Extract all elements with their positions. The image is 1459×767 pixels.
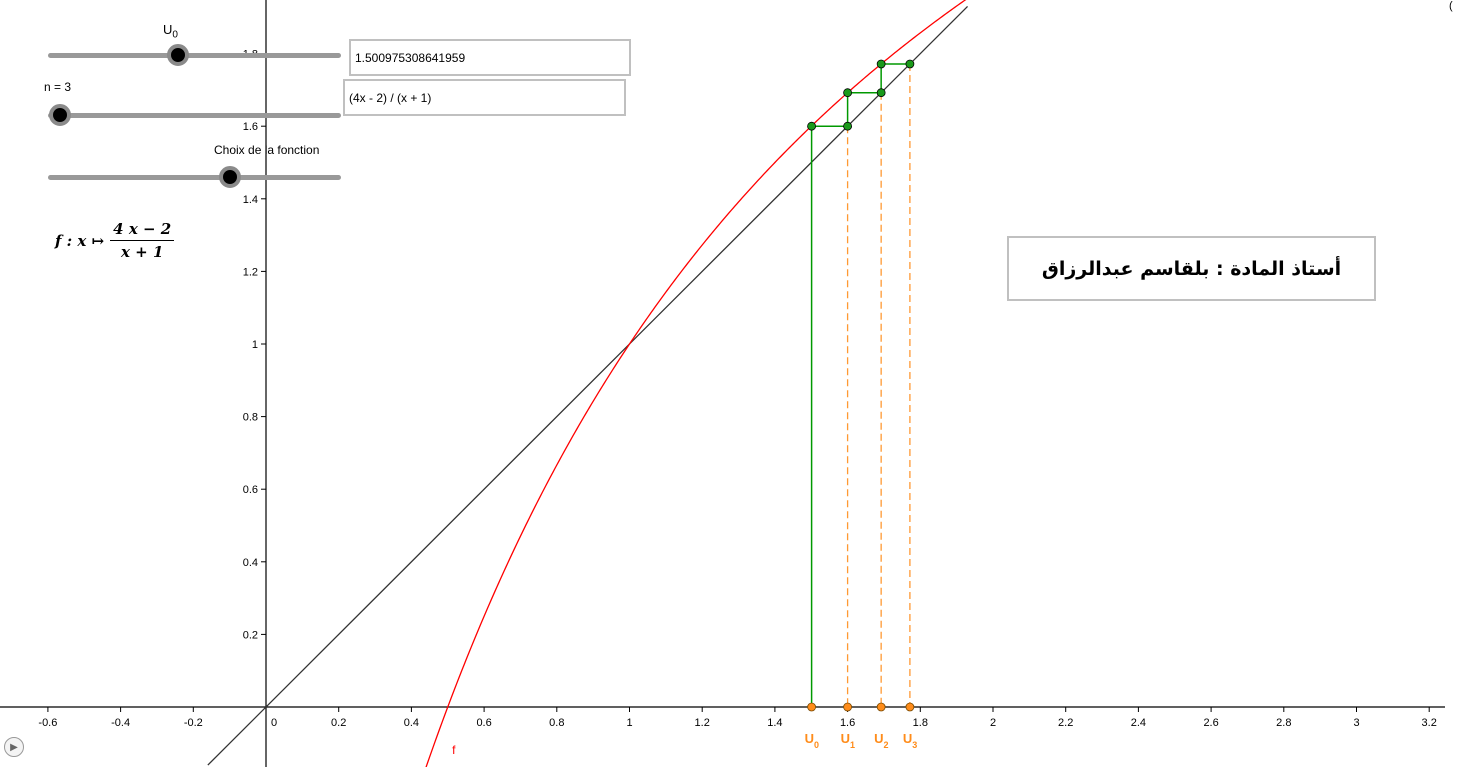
x-tick-label: 1.8: [913, 717, 928, 729]
y-tick-label: 1.2: [243, 266, 258, 278]
identity-line-path: [207, 5, 969, 766]
y-tick-label: 0.6: [243, 484, 258, 496]
sequence-label: U2: [874, 731, 888, 750]
curve-point: [807, 121, 817, 131]
x-tick-label: 3.2: [1422, 717, 1437, 729]
curve-point: [843, 88, 852, 98]
x-tick-label: 2.4: [1131, 717, 1146, 729]
y-tick-label: 0.8: [243, 412, 258, 424]
u0-slider-label: U0: [163, 22, 178, 41]
formula-numerator: 4 x − 2: [110, 220, 175, 241]
u0-input-field[interactable]: 1.500975308641959: [349, 39, 631, 76]
y-tick-label: 0.2: [243, 629, 258, 641]
x-tick-label: 1.6: [840, 717, 855, 729]
choice-slider-knob[interactable]: [219, 166, 241, 188]
function-formula: f : x ↦ 4 x − 2 x + 1: [55, 220, 175, 261]
diagonal-point: [905, 59, 915, 69]
cobweb-path: [810, 63, 910, 707]
y-axis-ticks: 0.20.40.60.811.21.41.61.8: [243, 49, 266, 641]
x-tick-label: 1: [626, 717, 632, 729]
projection-lines: [846, 63, 911, 707]
x-axis-ticks: -0.6 -0.4 -0.2 0 0.2 0.4 0.6 0.8 1 1.2 1.4 1.6 1.8 2 2…: [38, 707, 1437, 729]
function-name-label: f: [452, 743, 456, 757]
x-tick-label: 3: [1353, 717, 1359, 729]
sequence-axis-point: [807, 702, 817, 712]
function-input-field[interactable]: (4x - 2) / (x + 1): [343, 79, 626, 116]
x-tick-label: 0.8: [549, 717, 564, 729]
x-tick-label: 2.2: [1058, 717, 1073, 729]
u0-slider-track[interactable]: [48, 53, 341, 58]
u0-input-value: 1.500975308641959: [355, 50, 466, 65]
sequence-label: U1: [841, 731, 855, 750]
x-tick-label: 1.4: [767, 717, 782, 729]
x-tick-label: -0.6: [38, 717, 57, 729]
x-tick-label: 1.2: [695, 717, 710, 729]
formula-fraction: 4 x − 2 x + 1: [110, 220, 175, 261]
x-tick-label: 2.8: [1276, 717, 1291, 729]
x-tick-label: 0.6: [476, 717, 491, 729]
function-input-value: (4x - 2) / (x + 1): [349, 90, 432, 105]
play-icon: ▶: [10, 741, 18, 753]
choice-slider-track[interactable]: [48, 175, 341, 180]
curve-point: [876, 59, 886, 69]
diagonal-point: [843, 121, 852, 131]
y-tick-label: 1: [252, 339, 258, 351]
identity-line: [207, 5, 969, 766]
sequence-label: U3: [903, 731, 917, 750]
cobweb-points: [807, 59, 915, 131]
x-tick-label: 0.2: [331, 717, 346, 729]
y-tick-label: 1.4: [243, 194, 258, 206]
formula-denominator: x + 1: [121, 243, 164, 261]
x-tick-label: 2.6: [1203, 717, 1218, 729]
u0-label-sub: 0: [172, 29, 178, 41]
teacher-label-box: أستاذ المادة : بلقاسم عبدالرزاق: [1007, 236, 1376, 301]
sequence-axis-point: [843, 702, 852, 712]
choice-slider-label: Choix de la fonction: [214, 143, 320, 157]
play-animation-button[interactable]: ▶: [4, 737, 24, 757]
y-tick-label: 0.4: [243, 557, 258, 569]
n-slider-knob[interactable]: [49, 104, 71, 126]
diagonal-point: [876, 88, 886, 98]
sequence-axis-point: [905, 702, 915, 712]
teacher-label-text: أستاذ المادة : بلقاسم عبدالرزاق: [1041, 257, 1342, 280]
x-tick-label: 2: [990, 717, 996, 729]
sequence-axis-point: [876, 702, 886, 712]
y-tick-label: 1.6: [243, 121, 258, 133]
corner-mark: (: [1449, 0, 1453, 12]
formula-prefix: f : x ↦: [55, 231, 105, 250]
axis-points: [807, 702, 915, 712]
x-tick-label: -0.2: [184, 717, 203, 729]
n-slider-track[interactable]: [48, 113, 341, 118]
u0-slider-knob[interactable]: [167, 44, 189, 66]
x-tick-label: 0: [271, 717, 277, 729]
x-tick-label: 0.4: [404, 717, 419, 729]
x-tick-label: -0.4: [111, 717, 130, 729]
n-slider-label: n = 3: [44, 80, 72, 94]
sequence-label: U0: [805, 731, 819, 750]
u0-label-base: U: [163, 22, 173, 37]
sequence-labels: U0 U1 U2 U3: [805, 731, 918, 750]
